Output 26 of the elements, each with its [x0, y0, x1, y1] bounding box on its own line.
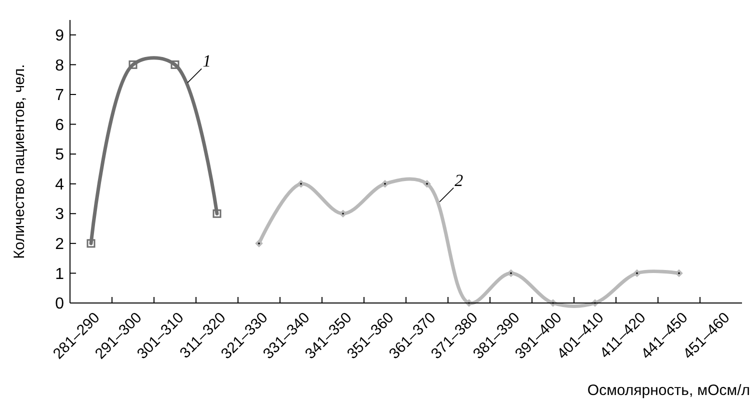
y-tick-label: 3: [55, 206, 64, 224]
point: [508, 270, 514, 277]
y-tick-label: 1: [55, 266, 64, 283]
y-tick-label: 7: [55, 87, 64, 104]
point: [340, 210, 346, 218]
point: [424, 180, 430, 188]
point: [676, 270, 682, 277]
y-tick-label: 6: [55, 116, 64, 134]
point: [170, 60, 180, 69]
y-tick-label: 0: [55, 296, 64, 313]
y-tick-label: 8: [55, 57, 64, 74]
point: [634, 270, 640, 277]
x-axis-title: Осмолярность, мОсм/л: [587, 382, 750, 399]
y-axis-title: Количество пациентов, чел.: [11, 64, 28, 259]
y-tick-label: 9: [55, 27, 64, 44]
point: [128, 60, 138, 69]
point: [298, 180, 304, 188]
series-label: 1: [202, 52, 212, 71]
point: [212, 209, 222, 218]
y-tick-label: 2: [55, 236, 64, 254]
y-tick-label: 5: [55, 146, 64, 164]
y-tick-label: 4: [55, 176, 64, 194]
point: [86, 239, 96, 248]
point: [256, 240, 262, 247]
series-label: 2: [454, 170, 464, 190]
point: [382, 180, 388, 188]
